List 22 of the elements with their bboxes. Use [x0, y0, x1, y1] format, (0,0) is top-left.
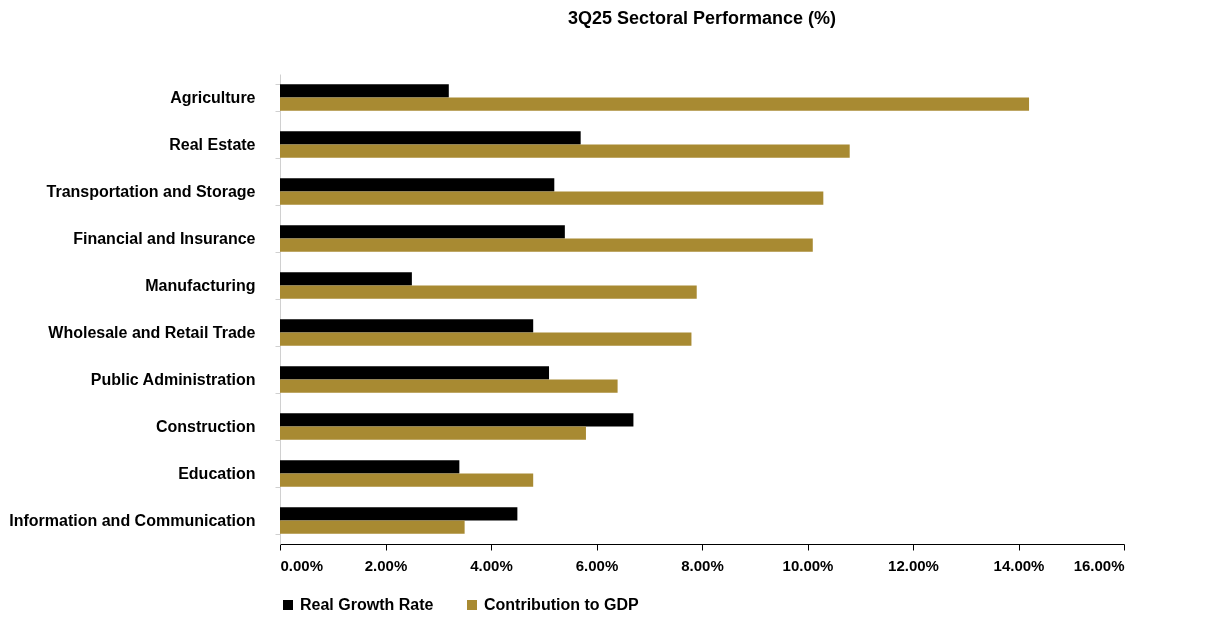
chart-title: 3Q25 Sectoral Performance (%) [567, 8, 837, 28]
y-tick-label: Transportation and Storage [46, 183, 256, 200]
x-tick-label: 4.00% [470, 556, 513, 574]
legend-label: Contribution to GDP [484, 596, 639, 613]
legend-label: Real Growth Rate [300, 596, 434, 613]
y-tick-label: Financial and Insurance [73, 230, 256, 247]
x-tick-label: 6.00% [575, 556, 619, 574]
y-tick-label: Construction [155, 418, 256, 435]
x-tick-label: 0.00% [280, 556, 324, 574]
y-tick-label: Agriculture [170, 89, 256, 106]
y-tick-label: Education [178, 465, 256, 482]
x-tick-label: 2.00% [364, 556, 408, 574]
x-tick-label: 12.00% [888, 556, 939, 574]
y-tick-label: Real Estate [169, 136, 256, 153]
x-tick-label: 16.00% [1073, 556, 1125, 574]
x-tick-label: 10.00% [782, 556, 834, 574]
y-tick-label: Information and Communication [9, 512, 256, 529]
y-tick-label: Manufacturing [145, 277, 256, 294]
x-tick-label: 8.00% [681, 556, 724, 574]
y-tick-label: Wholesale and Retail Trade [48, 324, 256, 341]
y-tick-label: Public Administration [90, 371, 256, 388]
x-tick-label: 14.00% [993, 556, 1045, 574]
